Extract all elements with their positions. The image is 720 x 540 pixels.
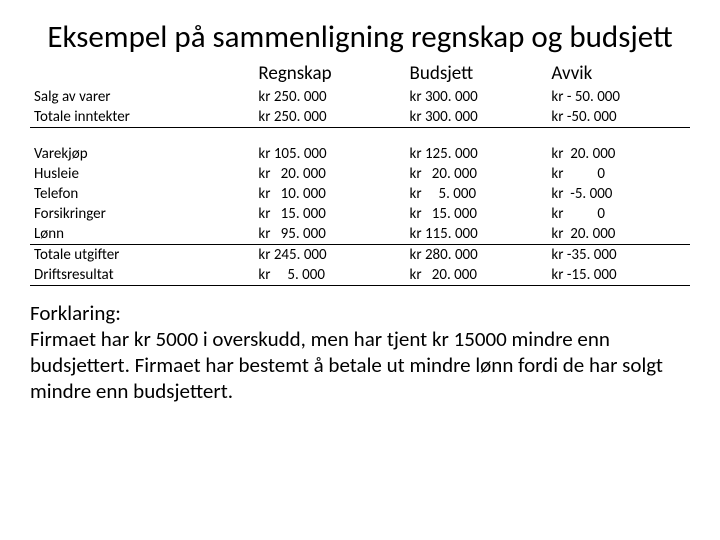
row-avvik: kr 0 xyxy=(547,204,690,224)
row-budsjett: kr 20. 000 xyxy=(406,265,548,286)
row-label: Forsikringer xyxy=(30,204,254,224)
header-avvik: Avvik xyxy=(547,62,690,87)
explanation-title: Forklaring: xyxy=(30,300,121,326)
table-row: Forsikringerkr 15. 000kr 15. 000kr 0 xyxy=(30,204,690,224)
table-row: Telefonkr 10. 000kr 5. 000kr -5. 000 xyxy=(30,184,690,204)
spacer-row xyxy=(30,127,690,144)
row-regnskap: kr 15. 000 xyxy=(254,204,405,224)
row-budsjett: kr 300. 000 xyxy=(406,107,548,128)
row-regnskap: kr 245. 000 xyxy=(254,244,405,265)
header-regnskap: Regnskap xyxy=(254,62,405,87)
table-row: Totale utgifterkr 245. 000kr 280. 000kr … xyxy=(30,244,690,265)
row-regnskap: kr 5. 000 xyxy=(254,265,405,286)
table-row: Husleiekr 20. 000kr 20. 000kr 0 xyxy=(30,164,690,184)
row-label: Totale inntekter xyxy=(30,107,254,128)
row-budsjett: kr 300. 000 xyxy=(406,87,548,107)
slide-title: Eksempel på sammenligning regnskap og bu… xyxy=(30,20,690,56)
table-row: Lønnkr 95. 000kr 115. 000kr 20. 000 xyxy=(30,224,690,245)
explanation-block: Forklaring: Firmaet har kr 5000 i oversk… xyxy=(30,300,690,405)
row-label: Totale utgifter xyxy=(30,244,254,265)
row-budsjett: kr 115. 000 xyxy=(406,224,548,245)
row-regnskap: kr 20. 000 xyxy=(254,164,405,184)
row-label: Telefon xyxy=(30,184,254,204)
row-budsjett: kr 15. 000 xyxy=(406,204,548,224)
row-avvik: kr -35. 000 xyxy=(547,244,690,265)
table-row: Driftsresultatkr 5. 000kr 20. 000kr -15.… xyxy=(30,265,690,286)
row-regnskap: kr 250. 000 xyxy=(254,107,405,128)
row-budsjett: kr 20. 000 xyxy=(406,164,548,184)
row-avvik: kr 20. 000 xyxy=(547,224,690,245)
row-budsjett: kr 5. 000 xyxy=(406,184,548,204)
row-regnskap: kr 10. 000 xyxy=(254,184,405,204)
row-label: Salg av varer xyxy=(30,87,254,107)
row-regnskap: kr 95. 000 xyxy=(254,224,405,245)
header-empty xyxy=(30,62,254,87)
row-avvik: kr - 50. 000 xyxy=(547,87,690,107)
row-avvik: kr -5. 000 xyxy=(547,184,690,204)
table-row: Totale inntekterkr 250. 000kr 300. 000kr… xyxy=(30,107,690,128)
comparison-table: Regnskap Budsjett Avvik Salg av varerkr … xyxy=(30,62,690,286)
row-label: Varekjøp xyxy=(30,144,254,164)
row-avvik: kr 0 xyxy=(547,164,690,184)
row-label: Husleie xyxy=(30,164,254,184)
row-regnskap: kr 250. 000 xyxy=(254,87,405,107)
table-header-row: Regnskap Budsjett Avvik xyxy=(30,62,690,87)
table-row: Salg av varerkr 250. 000kr 300. 000kr - … xyxy=(30,87,690,107)
row-budsjett: kr 280. 000 xyxy=(406,244,548,265)
row-budsjett: kr 125. 000 xyxy=(406,144,548,164)
row-label: Lønn xyxy=(30,224,254,245)
row-label: Driftsresultat xyxy=(30,265,254,286)
row-avvik: kr -50. 000 xyxy=(547,107,690,128)
row-avvik: kr 20. 000 xyxy=(547,144,690,164)
row-regnskap: kr 105. 000 xyxy=(254,144,405,164)
header-budsjett: Budsjett xyxy=(406,62,548,87)
table-row: Varekjøpkr 105. 000kr 125. 000kr 20. 000 xyxy=(30,144,690,164)
explanation-body: Firmaet har kr 5000 i overskudd, men har… xyxy=(30,326,663,405)
row-avvik: kr -15. 000 xyxy=(547,265,690,286)
